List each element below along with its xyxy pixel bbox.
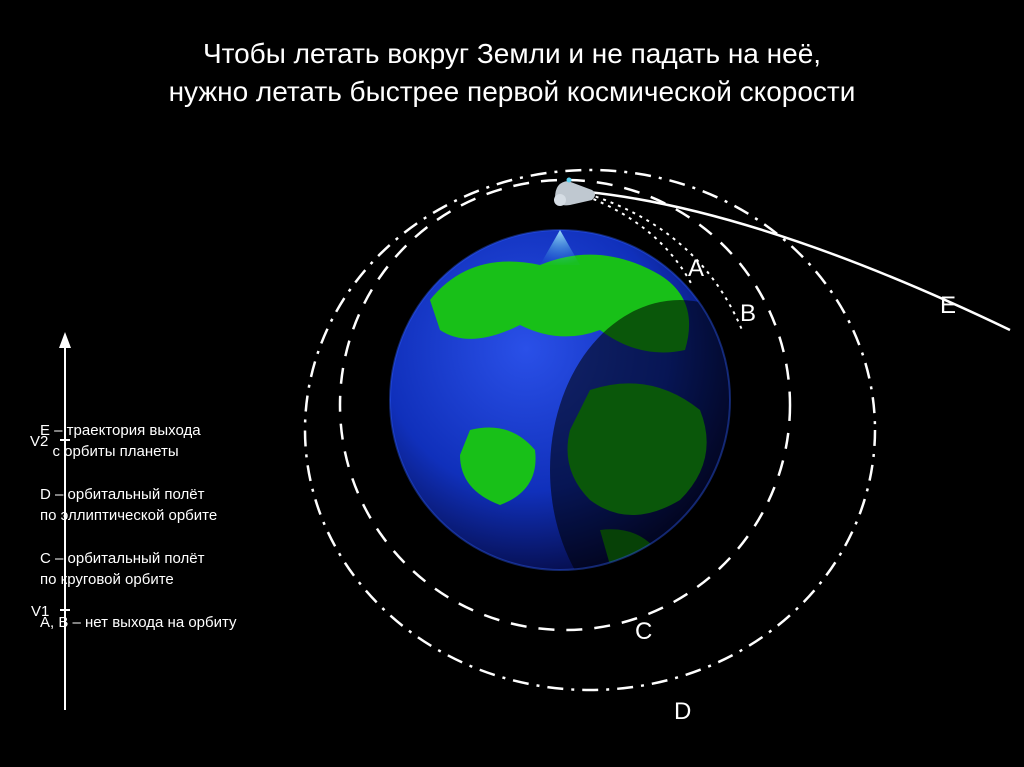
label-a: A bbox=[688, 255, 704, 283]
diagram: V2 V1 E – траектория выхода с орбиты пла… bbox=[0, 0, 1024, 767]
label-c: C bbox=[635, 618, 652, 646]
label-d: D bbox=[674, 698, 691, 726]
orbit-svg bbox=[0, 0, 1024, 767]
label-e: E bbox=[940, 292, 956, 320]
label-b: B bbox=[740, 300, 756, 328]
